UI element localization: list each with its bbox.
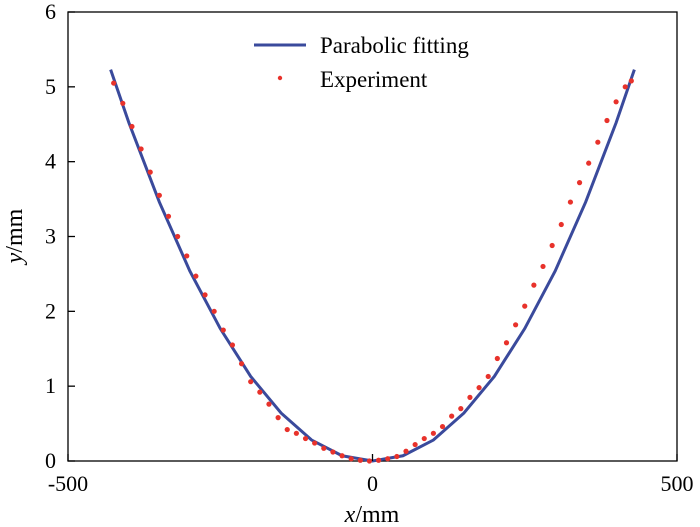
experiment-points-layer [111,78,634,464]
experiment-point [549,242,555,249]
experiment-point [503,340,510,346]
experiment-point [302,435,309,442]
y-tick-label: 2 [45,298,56,323]
experiment-point [430,430,436,436]
experiment-point [202,292,208,298]
experiment-point [595,139,601,145]
experiment-point [439,423,446,430]
experiment-point [586,160,592,166]
experiment-point [403,448,409,454]
experiment-point [220,327,226,333]
experiment-point [467,394,473,400]
experiment-point [375,457,382,463]
y-tick-label: 3 [45,224,56,249]
x-tick-label: 0 [367,471,378,496]
experiment-point [540,263,546,270]
experiment-point [348,456,354,462]
experiment-point [293,430,299,436]
experiment-point [248,379,254,385]
experiment-point [366,458,373,464]
x-tick-label: -500 [48,471,88,496]
experiment-point [394,453,400,460]
experiment-point [257,389,263,395]
experiment-point [321,445,327,451]
experiment-point [165,213,172,219]
experiment-point [339,453,345,459]
experiment-point [513,322,519,328]
experiment-point [628,78,634,84]
legend: Parabolic fitting Experiment [254,33,469,92]
y-axis-label: y/mm [2,208,28,265]
experiment-point [531,282,537,288]
experiment-point [421,435,427,442]
experiment-point [120,100,126,106]
experiment-point [604,117,610,124]
series-line-parabolic-fitting [109,69,636,463]
y-tick-label: 1 [45,373,56,398]
experiment-point [494,355,500,362]
experiment-point [229,342,236,348]
experiment-point [129,123,135,130]
experiment-point [266,401,272,407]
x-axis-ticks: -500 0 500 [48,454,694,496]
y-tick-label: 5 [45,74,56,99]
experiment-point [357,457,363,463]
experiment-point [211,308,217,314]
experiment-point [412,441,418,448]
y-axis-ticks: 0 1 2 3 4 5 6 [45,0,75,473]
experiment-point [312,440,318,446]
experiment-point [184,253,190,259]
experiment-point [284,426,290,433]
x-axis-label: x/mm [344,502,400,527]
y-tick-label: 6 [45,0,56,24]
experiment-point [156,192,162,198]
experiment-point [275,415,281,421]
experiment-point [558,221,564,228]
experiment-point [193,273,199,279]
experiment-point [138,146,144,152]
experiment-point [476,385,482,391]
experiment-point [175,233,181,240]
experiment-point [238,361,245,367]
experiment-point [449,413,455,419]
experiment-point [522,303,528,309]
experiment-point [567,199,574,205]
experiment-point [330,449,336,455]
experiment-point [485,373,491,380]
experiment-point [576,180,583,186]
y-tick-label: 4 [45,149,56,174]
experiment-point [111,80,117,86]
experiment-point [385,456,391,462]
legend-experiment-label: Experiment [320,67,428,92]
legend-fit-label: Parabolic fitting [320,33,469,58]
fit-line-layer [109,69,636,463]
legend-experiment-swatch [277,75,283,81]
x-tick-label: 500 [661,471,694,496]
experiment-point [622,84,628,90]
experiment-point [613,99,619,105]
experiment-point [147,169,153,175]
experiment-point [458,406,464,412]
y-tick-label: 0 [45,448,56,473]
